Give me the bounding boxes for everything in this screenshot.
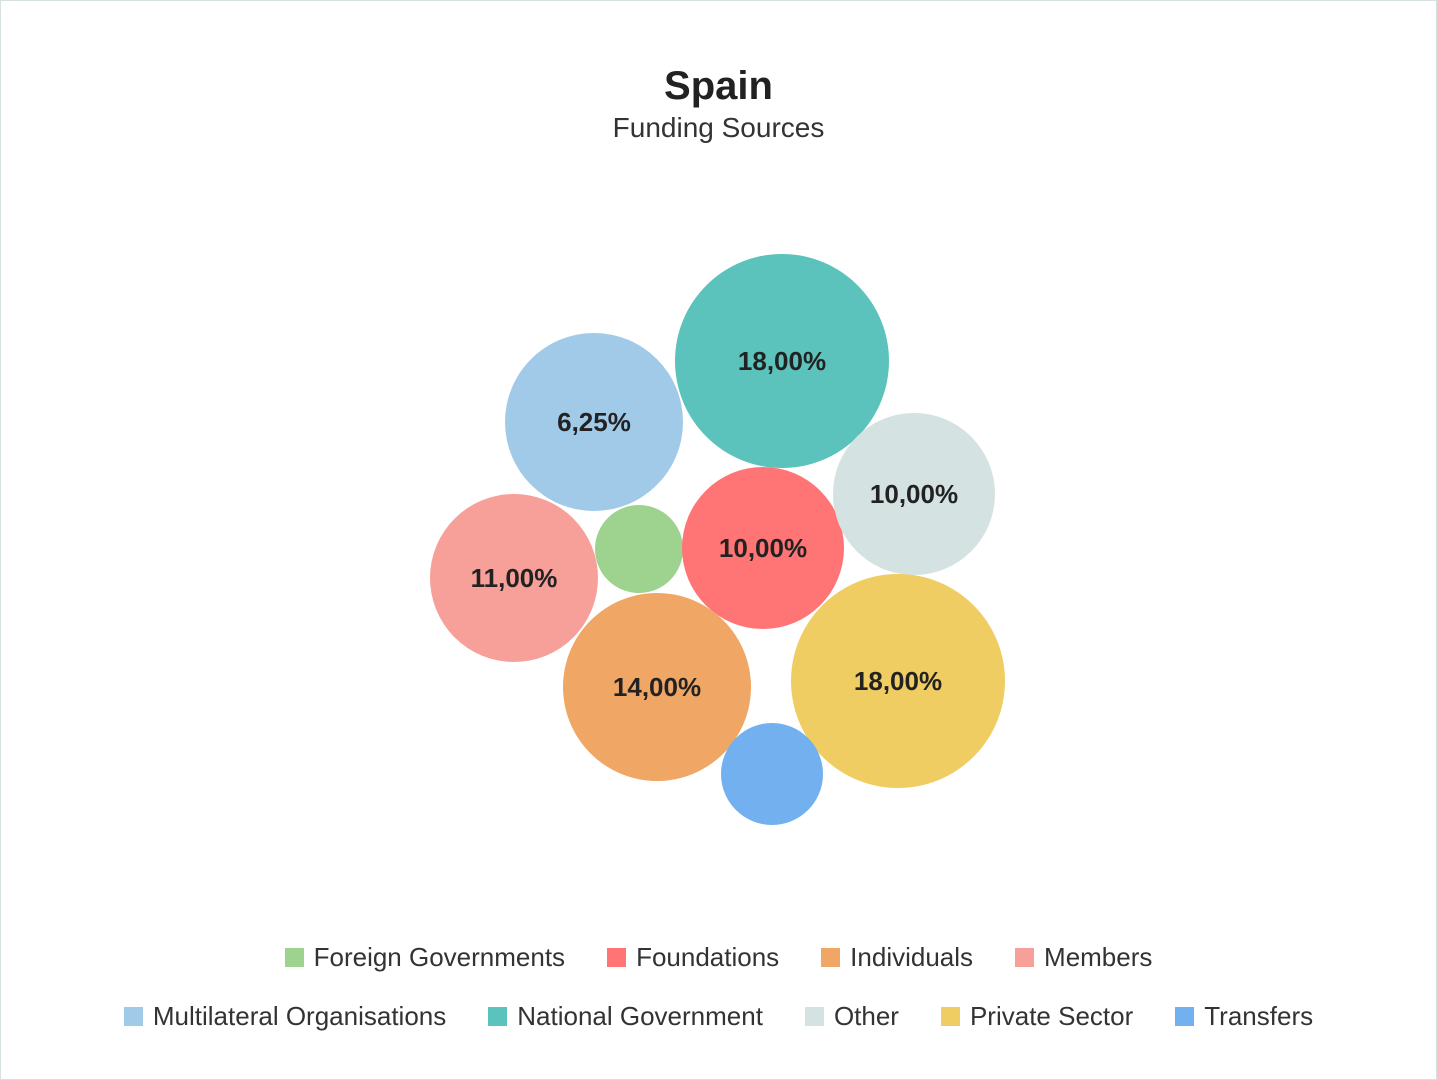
legend-swatch xyxy=(1015,948,1035,967)
legend-label: Transfers xyxy=(1204,1001,1314,1031)
legend-label: Foreign Governments xyxy=(313,942,566,972)
legend-row-2: Multilateral Organisations National Gover… xyxy=(0,1001,1437,1032)
legend-item-members[interactable]: Members xyxy=(1015,942,1152,973)
data-label-members: 11,00% xyxy=(471,563,558,593)
bubble-transfers[interactable] xyxy=(721,723,823,825)
bubble-members[interactable] xyxy=(430,494,598,662)
legend-label: Other xyxy=(833,1001,899,1031)
bubble-foundations[interactable] xyxy=(682,467,844,629)
legend-item-foreign-governments[interactable]: Foreign Governments xyxy=(284,942,566,973)
legend-label: National Government xyxy=(517,1001,763,1031)
chart-subtitle: Funding Sources xyxy=(612,112,825,143)
legend-swatch xyxy=(607,948,627,967)
legend-item-other[interactable]: Other xyxy=(804,1001,899,1032)
legend-swatch xyxy=(284,948,304,967)
legend-item-national-government[interactable]: National Government xyxy=(488,1001,763,1032)
legend-item-private-sector[interactable]: Private Sector xyxy=(940,1001,1134,1032)
data-label-national-government: 18,00% xyxy=(738,346,826,376)
legend-item-individuals[interactable]: Individuals xyxy=(821,942,973,973)
legend-swatch xyxy=(1175,1007,1195,1026)
bubble-multilateral-organisations[interactable] xyxy=(505,333,683,511)
chart-title: Spain xyxy=(664,64,773,108)
bubble-private-sector[interactable] xyxy=(791,574,1005,788)
legend-label: Foundations xyxy=(636,942,780,972)
data-label-private-sector: 18,00% xyxy=(854,666,942,696)
legend-label: Individuals xyxy=(850,942,974,972)
legend-item-foundations[interactable]: Foundations xyxy=(607,942,779,973)
legend-swatch xyxy=(940,1007,960,1026)
legend-label: Private Sector xyxy=(969,1001,1134,1031)
bubble-individuals[interactable] xyxy=(563,593,751,781)
legend-label: Members xyxy=(1044,942,1153,972)
legend-item-transfers[interactable]: Transfers xyxy=(1175,1001,1313,1032)
legend-label: Multilateral Organisations xyxy=(152,1001,447,1031)
legend-swatch xyxy=(488,1007,508,1026)
legend-row-1: Foreign Governments Foundations Individual… xyxy=(0,942,1437,973)
data-label-other: 10,00% xyxy=(870,479,958,509)
legend-swatch xyxy=(804,1007,824,1026)
legend-swatch xyxy=(821,948,841,967)
bubble-national-government[interactable] xyxy=(675,254,889,468)
data-label-foundations: 10,00% xyxy=(719,533,807,563)
legend-item-multilateral-organisations[interactable]: Multilateral Organisations xyxy=(123,1001,447,1032)
bubble-other[interactable] xyxy=(833,413,995,575)
bubble-foreign-governments[interactable] xyxy=(595,505,683,593)
data-label-individuals: 14,00% xyxy=(613,672,701,702)
legend-swatch xyxy=(123,1007,143,1026)
data-label-multilateral-organisations: 6,25% xyxy=(557,407,631,437)
